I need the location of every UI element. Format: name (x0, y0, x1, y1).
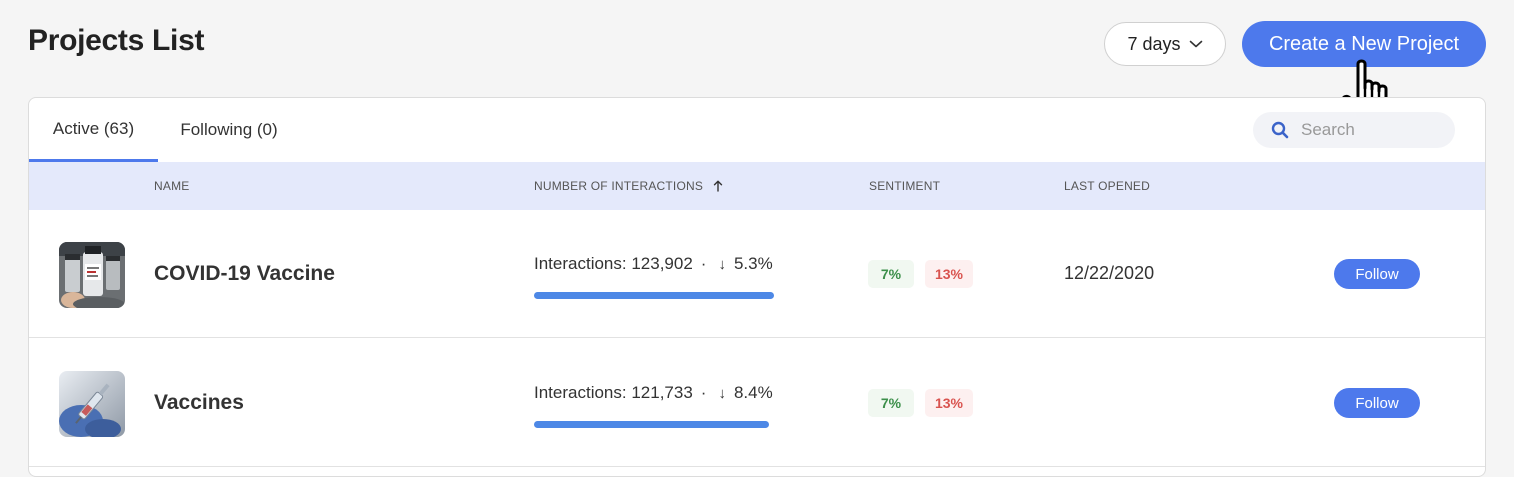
period-select[interactable]: 7 days (1104, 22, 1226, 66)
page-title: Projects List (28, 24, 205, 57)
interactions-count: Interactions: 123,902 (534, 254, 693, 273)
syringe-glove-thumbnail (59, 371, 125, 437)
column-header-name[interactable]: NAME (154, 179, 190, 193)
period-select-value: 7 days (1127, 33, 1181, 54)
table-header: NAME NUMBER OF INTERACTIONS SENTIMENT LA… (29, 162, 1485, 210)
column-header-interactions-label: NUMBER OF INTERACTIONS (534, 179, 704, 193)
tab-active[interactable]: Active (63) (29, 98, 158, 162)
column-header-last-opened[interactable]: LAST OPENED (1064, 179, 1151, 193)
project-name[interactable]: COVID-19 Vaccine (154, 261, 335, 285)
sentiment-positive-badge: 7% (868, 260, 914, 288)
sentiment-negative-badge: 13% (925, 260, 973, 288)
search-input[interactable] (1301, 120, 1441, 140)
tab-following[interactable]: Following (0) (180, 120, 278, 139)
last-opened-date: 12/22/2020 (1064, 263, 1155, 283)
interactions-summary: Interactions: 121,733 · ↓ 8.4% (534, 383, 773, 403)
tab-bar: Active (63) Following (0) (29, 98, 1485, 162)
table-row[interactable]: Vaccines Interactions: 121,733 · ↓ 8.4% … (29, 339, 1485, 467)
interactions-summary: Interactions: 123,902 · ↓ 5.3% (534, 254, 773, 274)
interactions-bar (534, 292, 774, 299)
interactions-bar (534, 421, 769, 428)
chevron-down-icon (1189, 40, 1202, 48)
project-name[interactable]: Vaccines (154, 390, 244, 414)
search-icon (1271, 121, 1289, 139)
sentiment-negative-badge: 13% (925, 389, 973, 417)
table-row[interactable]: COVID-19 Vaccine Interactions: 123,902 ·… (29, 210, 1485, 338)
follow-button[interactable]: Follow (1334, 388, 1420, 418)
projects-table-card: Active (63) Following (0) NAME NUMBER OF… (28, 97, 1486, 477)
arrow-down-icon: ↓ (718, 255, 726, 273)
sentiment-positive-badge: 7% (868, 389, 914, 417)
separator: · (700, 383, 707, 402)
follow-button[interactable]: Follow (1334, 259, 1420, 289)
interactions-change: 8.4% (733, 383, 773, 402)
interactions-change: 5.3% (733, 254, 773, 273)
search-box[interactable] (1253, 112, 1455, 148)
interactions-count: Interactions: 121,733 (534, 383, 693, 402)
column-header-interactions[interactable]: NUMBER OF INTERACTIONS (534, 162, 723, 210)
column-header-sentiment[interactable]: SENTIMENT (869, 179, 941, 193)
vaccine-vials-thumbnail (59, 242, 125, 308)
create-project-button[interactable]: Create a New Project (1242, 21, 1486, 67)
arrow-down-icon: ↓ (718, 384, 726, 402)
separator: · (700, 254, 707, 273)
arrow-up-icon (713, 180, 723, 192)
